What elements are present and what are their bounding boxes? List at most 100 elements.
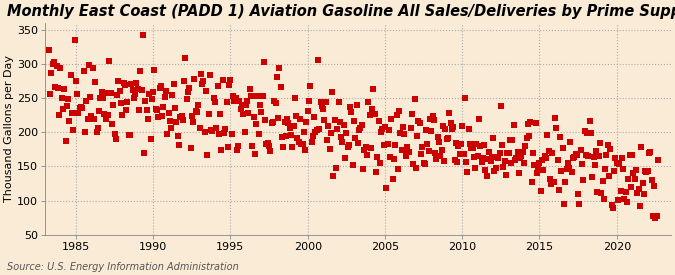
Point [92,126,103,130]
Point [54,113,65,117]
Point [485,158,496,163]
Point [641,170,652,175]
Point [495,104,506,109]
Point [51,64,62,68]
Point [416,152,427,156]
Point [210,100,221,104]
Point [88,117,99,121]
Point [46,71,57,75]
Point [145,136,156,141]
Point [154,86,165,90]
Point [271,75,282,79]
Point [182,97,192,102]
Point [427,114,438,118]
Point [489,169,500,174]
Point [346,110,357,114]
Point [422,142,433,146]
Point [99,112,109,116]
Point [117,112,128,117]
Point [163,111,174,115]
Point [134,108,144,113]
Point [408,162,418,167]
Point [618,167,628,171]
Point [202,153,213,157]
Point [105,90,116,95]
Point [596,191,607,195]
Point [291,114,302,118]
Point [515,156,526,160]
Point [506,161,516,165]
Point [412,134,423,138]
Point [61,104,72,108]
Point [162,132,173,136]
Point [95,96,106,101]
Point [365,146,376,150]
Point [514,171,524,176]
Point [63,97,74,101]
Point [248,115,259,119]
Point [67,111,78,116]
Point [394,109,404,114]
Title: Monthly East Coast (PADD 1) Aviation Gasoline All Sales/Deliveries by Prime Supp: Monthly East Coast (PADD 1) Aviation Gas… [7,4,675,19]
Point [332,127,343,132]
Point [593,153,604,158]
Point [186,113,197,118]
Point [651,213,662,218]
Point [280,133,291,138]
Point [80,130,90,134]
Point [254,103,265,107]
Point [355,126,366,130]
Point [331,165,342,170]
Point [341,131,352,135]
Point [266,121,277,125]
Point [229,98,240,103]
Point [450,141,461,145]
Point [471,141,482,146]
Point [220,127,231,131]
Point [484,150,495,155]
Point [188,120,198,124]
Point [345,104,356,109]
Point [73,111,84,115]
Point [461,160,472,164]
Point [535,189,546,193]
Point [169,106,180,110]
Point [190,109,201,113]
Point [128,96,139,100]
Point [193,103,204,107]
Point [119,82,130,87]
Point [501,172,512,177]
Point [344,142,354,147]
Point [508,123,519,128]
Point [232,148,242,152]
Point [171,120,182,124]
Point [555,134,566,139]
Point [64,119,75,123]
Point [265,148,276,153]
Point [400,153,411,158]
Point [81,99,92,103]
Point [531,171,542,176]
Point [335,119,346,124]
Point [337,140,348,145]
Point [529,163,540,167]
Point [466,145,477,150]
Point [226,132,237,136]
Point [592,189,603,194]
Point [138,33,148,38]
Point [558,202,569,206]
Point [55,66,66,70]
Point [91,130,102,135]
Point [302,109,313,113]
Point [386,116,397,121]
Point [645,150,655,154]
Point [335,134,346,139]
Point [457,123,468,128]
Point [491,155,502,159]
Point [196,72,207,76]
Point [372,155,383,159]
Point [572,153,583,158]
Point [256,109,267,114]
Point [636,145,647,149]
Point [504,138,515,142]
